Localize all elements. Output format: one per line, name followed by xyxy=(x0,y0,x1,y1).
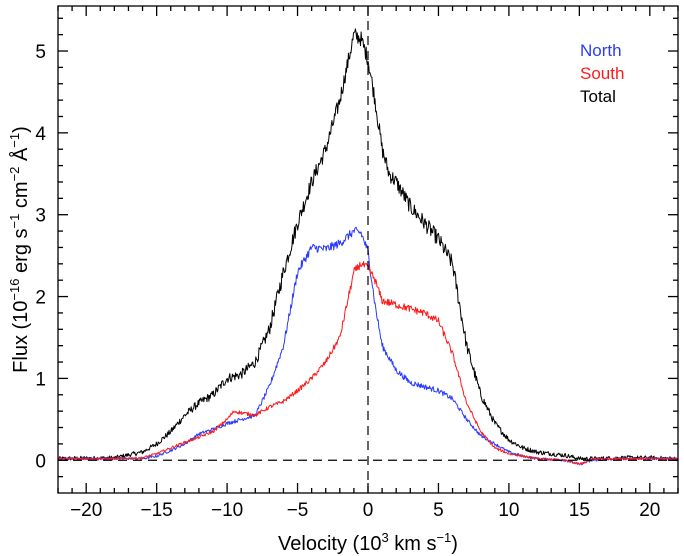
y-tick-label: 2 xyxy=(35,288,46,309)
x-axis-label: Velocity (103 km s−1) xyxy=(278,530,458,555)
reference-lines xyxy=(58,6,678,493)
y-tick-label: 4 xyxy=(35,124,46,145)
x-tick-label: −20 xyxy=(70,500,102,521)
x-tick-label: −15 xyxy=(141,500,173,521)
x-tick-label: −10 xyxy=(211,500,243,521)
legend-entry-total: Total xyxy=(580,87,616,106)
y-tick-label: 3 xyxy=(35,206,46,227)
x-tick-label: 5 xyxy=(433,500,444,521)
series-line-total xyxy=(57,28,678,462)
legend: North South Total xyxy=(580,41,624,106)
x-axis-ticks: −20 −15 −10 −5 0 5 10 15 20 xyxy=(57,6,679,521)
x-tick-label: 0 xyxy=(363,500,374,521)
y-axis-ticks: 0 1 2 3 4 5 xyxy=(35,17,678,478)
y-tick-label: 1 xyxy=(35,369,46,390)
x-tick-label: 20 xyxy=(639,500,660,521)
legend-entry-north: North xyxy=(580,41,622,60)
x-tick-label: −5 xyxy=(287,500,309,521)
legend-entry-south: South xyxy=(580,64,624,83)
y-axis-label: Flux (10−16 erg s−1 cm−2 Å−1) xyxy=(7,126,32,373)
x-tick-label: 15 xyxy=(569,500,590,521)
x-tick-label: 10 xyxy=(498,500,519,521)
y-tick-label: 0 xyxy=(35,451,46,472)
y-tick-label: 5 xyxy=(35,42,46,63)
